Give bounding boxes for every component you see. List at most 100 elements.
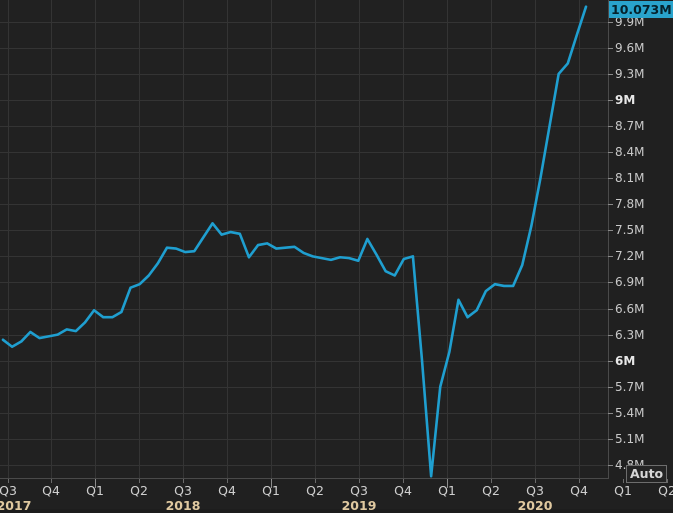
gridline-vertical	[8, 0, 9, 478]
y-axis-tick-label: 6.9M	[615, 275, 645, 289]
y-axis-tick-8.1M: 8.1M	[608, 171, 644, 185]
x-axis-year-label: 2018	[165, 498, 201, 513]
gridline-vertical	[447, 0, 448, 478]
gridline-horizontal	[0, 178, 608, 179]
y-tick-mark-icon	[608, 126, 613, 127]
y-axis-tick-5.1M: 5.1M	[608, 432, 644, 446]
y-axis-tick-label: 6.3M	[615, 328, 645, 342]
y-axis-tick-label: 7.8M	[615, 197, 645, 211]
x-axis[interactable]: Q3 Q4 Q1 Q2 Q3 Q4 Q1 Q2 Q3 Q4 Q1 Q2 Q3 Q4 Q1 Q2 2017 2018…	[0, 479, 673, 513]
x-axis-quarter-label: Q3	[526, 483, 544, 498]
gridline-horizontal	[0, 204, 608, 205]
x-axis-quarter-label: Q3	[0, 483, 17, 498]
gridline-horizontal	[0, 22, 608, 23]
x-tick-mark-icon	[403, 479, 404, 483]
gridline-vertical	[95, 0, 96, 478]
x-axis-quarter-label: Q1	[614, 483, 632, 498]
y-axis-tick-label: 8.7M	[615, 119, 645, 133]
x-axis-quarter-label: Q2	[130, 483, 148, 498]
gridline-horizontal	[0, 413, 608, 414]
gridline-vertical	[271, 0, 272, 478]
x-tick-mark-icon	[667, 479, 668, 483]
x-axis-quarter-label: Q3	[350, 483, 368, 498]
y-tick-mark-icon	[608, 439, 613, 440]
gridline-horizontal	[0, 152, 608, 153]
gridline-vertical	[403, 0, 404, 478]
x-tick-mark-icon	[491, 479, 492, 483]
price-series-line	[1, 5, 588, 478]
gridline-horizontal	[0, 361, 608, 362]
x-tick-mark-icon	[359, 479, 360, 483]
y-axis-tick-6.9M: 6.9M	[608, 275, 644, 289]
x-axis-quarter-label: Q4	[218, 483, 236, 498]
x-year-boundary-tick	[447, 479, 448, 488]
gridline-horizontal	[0, 256, 608, 257]
y-axis-tick-label: 9.9M	[615, 15, 645, 29]
gridline-vertical	[491, 0, 492, 478]
x-axis-year-label: 2020	[517, 498, 553, 513]
y-axis-tick-label: 7.5M	[615, 223, 645, 237]
gridline-horizontal	[0, 48, 608, 49]
x-axis-quarter-label: Q3	[174, 483, 192, 498]
auto-scale-button[interactable]: Auto	[626, 465, 668, 483]
x-tick-mark-icon	[183, 479, 184, 483]
y-tick-mark-icon	[608, 178, 613, 179]
y-axis-tick-label: 8.4M	[615, 145, 645, 159]
gridline-vertical	[535, 0, 536, 478]
y-axis-tick-6.6M: 6.6M	[608, 302, 644, 316]
x-axis-quarter-label: Q4	[394, 483, 412, 498]
y-tick-mark-icon	[608, 335, 613, 336]
y-axis-tick-8.7M: 8.7M	[608, 119, 644, 133]
y-tick-mark-icon	[608, 413, 613, 414]
gridline-horizontal	[0, 282, 608, 283]
y-axis-tick-label: 8.1M	[615, 171, 645, 185]
x-year-boundary-tick	[271, 479, 272, 488]
y-tick-mark-icon	[608, 100, 613, 101]
y-tick-mark-icon	[608, 204, 613, 205]
gridline-vertical	[183, 0, 184, 478]
y-axis-tick-9.9M: 9.9M	[608, 15, 644, 29]
y-tick-mark-icon	[608, 74, 613, 75]
x-tick-mark-icon	[623, 479, 624, 483]
gridline-vertical	[227, 0, 228, 478]
y-axis-tick-7.8M: 7.8M	[608, 197, 644, 211]
y-axis-tick-label: 9.3M	[615, 67, 645, 81]
y-axis-tick-9.6M: 9.6M	[608, 41, 644, 55]
y-axis-tick-label: 6M	[615, 354, 636, 368]
series-polyline	[1, 5, 588, 478]
axis-bottom-line	[0, 478, 608, 479]
x-tick-mark-icon	[51, 479, 52, 483]
gridline-vertical	[51, 0, 52, 478]
gridline-horizontal	[0, 439, 608, 440]
gridline-horizontal	[0, 309, 608, 310]
x-axis-quarter-label: Q1	[438, 483, 456, 498]
y-axis[interactable]: 9.9M 9.6M 9.3M 9M 8.7M 8.4M 8.1M 7.8M 7.5M 7.2M 6.…	[608, 0, 673, 478]
x-tick-mark-icon	[315, 479, 316, 483]
x-tick-mark-icon	[8, 479, 9, 483]
y-axis-tick-label: 5.4M	[615, 406, 645, 420]
y-tick-mark-icon	[608, 361, 613, 362]
x-tick-mark-icon	[535, 479, 536, 483]
gridline-horizontal	[0, 335, 608, 336]
y-axis-tick-label: 5.7M	[615, 380, 645, 394]
x-tick-mark-icon	[579, 479, 580, 483]
x-axis-quarter-label: Q2	[306, 483, 324, 498]
y-axis-tick-7.2M: 7.2M	[608, 249, 644, 263]
gridline-horizontal	[0, 465, 608, 466]
x-tick-mark-icon	[227, 479, 228, 483]
y-axis-tick-label: 9M	[615, 93, 636, 107]
gridline-vertical	[139, 0, 140, 478]
gridline-vertical	[359, 0, 360, 478]
y-axis-tick-6.3M: 6.3M	[608, 328, 644, 342]
y-axis-tick-8.4M: 8.4M	[608, 145, 644, 159]
x-axis-quarter-label: Q4	[570, 483, 588, 498]
x-axis-quarter-label: Q2	[658, 483, 673, 498]
y-axis-tick-label: 6.6M	[615, 302, 645, 316]
gridline-horizontal	[0, 74, 608, 75]
x-tick-mark-icon	[139, 479, 140, 483]
y-axis-tick-7.5M: 7.5M	[608, 223, 644, 237]
gridline-vertical	[315, 0, 316, 478]
plot-area[interactable]	[0, 0, 608, 478]
x-axis-year-label: 2017	[0, 498, 32, 513]
